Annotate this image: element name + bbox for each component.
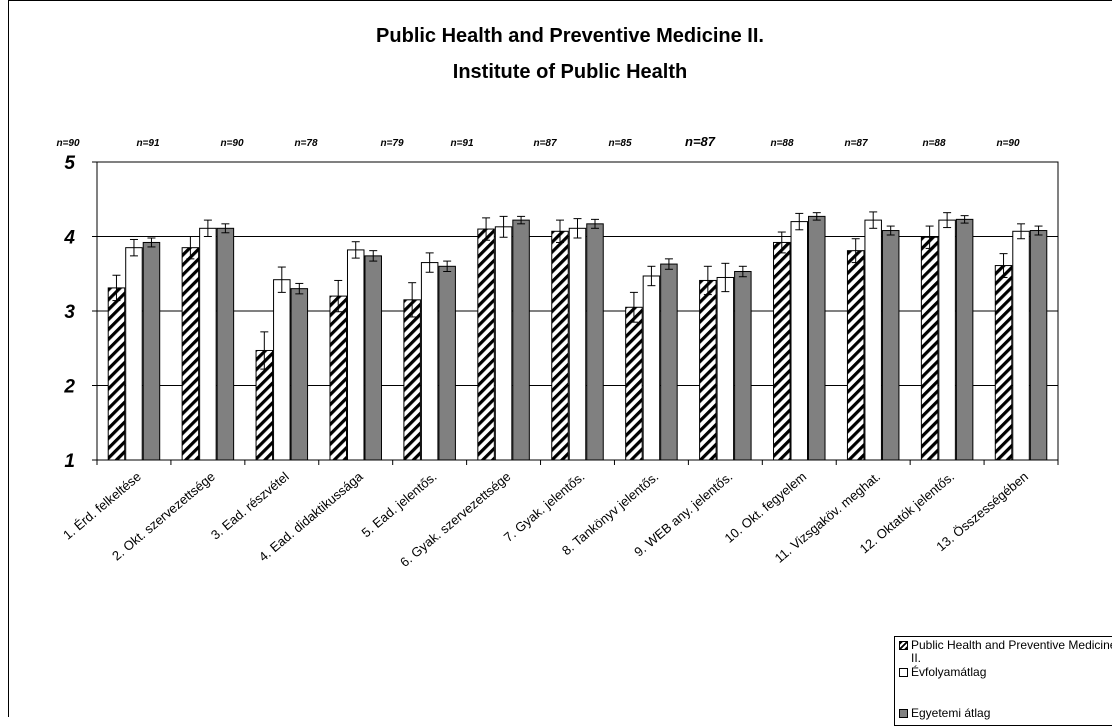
bar-series-3 [512,219,530,461]
bar-series-3 [586,223,604,461]
bar-series-3 [955,218,974,461]
bar-series-1 [846,250,865,461]
bar-series-3 [290,288,309,461]
legend-item-series-3: Egyetemi átlag [899,707,990,720]
sample-size-label: n=87 [844,138,868,149]
bar-series-2 [568,227,587,461]
legend-item-series-2: Évfolyamátlag [899,666,986,679]
bar-series-2 [938,219,956,461]
legend-label-1: Public Health and Preventive Medicine II… [911,638,1112,665]
bar-series-1 [625,306,643,461]
x-category-label: 5. Ead. jelentős. [359,469,440,540]
axes [92,161,1059,465]
x-category-label: 3. Ead. részvétel [208,469,292,543]
bar-series-1 [699,279,717,461]
bar-series-3 [142,241,161,461]
bar-series-1 [994,265,1013,461]
bar-series-1 [181,247,200,461]
bar-series-2 [864,219,882,461]
legend-label-3: Egyetemi átlag [911,706,991,720]
sample-size-label: n=90 [220,138,244,149]
bar-series-2 [346,249,365,461]
sample-size-label: n=91 [450,138,474,149]
y-tick-label: 1 [64,451,75,472]
bar-series-2 [125,247,143,461]
bar-series-3 [216,227,235,461]
bar-series-1 [920,236,939,461]
chart-frame [8,0,1112,717]
y-tick-label: 4 [63,228,75,249]
sample-size-label: n=88 [770,138,794,149]
bar-series-1 [329,295,347,461]
bar-series-1 [551,230,569,461]
sample-size-label: n=79 [380,138,404,149]
bar-series-3 [438,265,456,461]
x-category-label: 1. Érd. felkeltése [60,469,144,543]
legend: Public Health and Preventive Medicine II… [894,636,1112,726]
y-tick-label: 5 [64,153,75,174]
legend-item-series-1: Public Health and Preventive Medicine II… [899,639,1112,665]
bar-series-3 [1029,230,1048,461]
bar-series-1 [773,241,791,461]
chart-title: Public Health and Preventive Medicine II… [376,25,764,47]
sample-size-label: n=91 [136,138,160,149]
sample-size-label: n=90 [56,138,80,149]
bar-series-3 [808,215,826,461]
bar-series-2 [494,226,513,461]
bars [107,211,1048,461]
y-tick-label: 2 [63,377,75,398]
legend-label-2: Évfolyamátlag [911,665,987,679]
sample-size-label: n=85 [608,138,632,149]
bar-series-2 [716,276,735,461]
bar-series-3 [881,230,900,461]
sample-size-label: n=87 [685,134,716,149]
bar-series-2 [642,275,661,461]
bar-series-3 [734,271,752,461]
bar-series-2 [790,221,809,461]
y-tick-label: 3 [64,302,75,323]
bar-series-1 [403,299,421,461]
legend-swatch-hatched [899,641,908,650]
chart-subtitle: Institute of Public Health [453,61,687,83]
bar-series-1 [107,287,126,461]
bar-series-1 [477,228,495,461]
sample-size-label: n=78 [294,138,318,149]
bar-series-3 [364,255,382,461]
sample-size-label: n=87 [533,138,557,149]
bar-series-2 [273,279,291,461]
sample-size-label: n=90 [996,138,1020,149]
bar-series-2 [1012,230,1030,461]
bar-series-2 [420,262,439,461]
legend-swatch-white [899,668,908,677]
bar-series-3 [660,263,678,461]
bar-series-2 [199,227,217,461]
sample-size-label: n=88 [922,138,946,149]
